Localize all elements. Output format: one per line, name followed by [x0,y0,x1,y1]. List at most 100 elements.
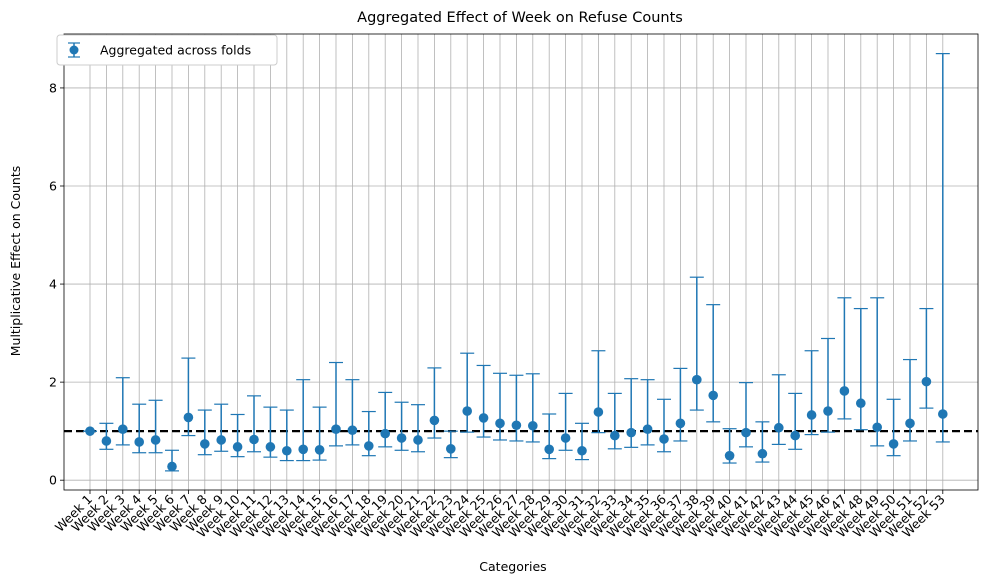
data-point [183,412,194,423]
error-bar-week-8 [197,409,212,456]
y-ticks: 0 2 4 6 8 [49,80,64,488]
data-point [528,420,538,431]
data-point [282,445,292,456]
error-bar-week-44 [788,392,803,450]
legend-box [56,34,278,66]
error-bar-week-50 [886,398,901,457]
data-point [446,444,456,454]
x-axis-label: Categories [479,559,546,574]
error-bar-week-39 [706,304,721,423]
data-point [872,422,882,433]
data-point [741,427,751,438]
error-bar-week-20 [394,401,409,451]
data-point [610,430,620,441]
error-bar-week-6 [165,449,179,472]
data-point [134,437,144,447]
error-bar-week-46 [821,337,835,433]
data-point [249,434,259,445]
data-point [314,444,325,455]
error-bar-week-1 [83,426,97,436]
data-point [888,439,899,449]
error-bar-week-12 [263,406,278,458]
data-point [593,407,604,417]
data-point [101,436,112,446]
error-bar-week-48 [853,307,868,431]
error-bar-week-18 [361,410,376,457]
data-point [577,445,587,456]
data-point [265,442,276,452]
error-bar-week-21 [411,404,425,453]
error-bar-week-29 [542,413,557,460]
error-bar-week-40 [722,428,737,464]
error-bar-week-37 [673,367,688,442]
data-point [642,424,653,435]
error-bar-week-32 [591,350,606,434]
error-bar-week-42 [755,421,770,463]
legend: Aggregated across folds [56,34,278,66]
chart-title: Aggregated Effect of Week on Refuse Coun… [357,10,683,26]
data-point [511,420,522,431]
y-tick-label: 8 [49,80,57,95]
error-bar-week-36 [657,398,671,453]
data-point [216,435,226,445]
error-bar-week-51 [903,358,917,442]
data-point [938,409,948,419]
data-point [396,433,407,443]
data-point [364,441,374,451]
error-bar-week-43 [771,374,786,445]
error-bar-week-7 [181,357,196,437]
error-bar-week-33 [607,392,622,450]
data-point [626,427,636,438]
y-tick-label: 4 [49,277,57,292]
y-tick-label: 6 [49,179,57,194]
y-axis-label: Multiplicative Effect on Counts [8,166,23,357]
error-bar-week-15 [312,406,327,461]
data-point [298,444,309,455]
legend-marker-point [69,45,79,55]
y-tick-label: 2 [49,375,57,390]
data-point [150,435,161,445]
plot-frame [63,33,979,491]
data-point [856,398,866,409]
data-point [429,415,440,426]
error-bar-week-14 [296,379,311,462]
error-bar-week-31 [575,422,589,461]
data-point [200,439,210,449]
data-point [806,410,817,420]
error-bar-week-13 [279,409,294,462]
legend-label: Aggregated across folds [100,43,251,58]
error-bar-week-10 [230,413,245,458]
error-bar-week-45 [804,350,819,436]
error-bar-week-41 [739,382,753,448]
error-bar-week-28 [525,373,540,443]
data-point [757,448,768,459]
data-point [724,450,735,461]
data-point [659,434,669,444]
data-point [232,442,243,452]
error-bar-week-16 [329,361,343,447]
error-bar-week-9 [214,403,229,452]
error-bar-week-52 [919,307,934,409]
data-point [380,428,391,439]
error-bar-week-27 [509,374,524,442]
error-bar-week-3 [115,377,130,446]
error-bar-week-4 [132,403,147,454]
error-bar-week-11 [247,395,261,453]
data-point [347,425,358,435]
data-point [708,390,718,401]
data-point [331,424,341,435]
data-point [790,430,800,441]
error-bar-week-5 [148,399,163,454]
error-bar-week-38 [689,276,704,411]
data-point [85,426,95,436]
error-bar-week-53 [935,53,950,443]
error-bar-week-23 [443,430,458,459]
error-bars [83,53,950,472]
grid [64,34,978,490]
data-point [675,418,686,429]
data-point [921,376,932,387]
error-bar-week-19 [378,391,393,448]
error-bar-week-2 [99,422,114,450]
error-bar-week-22 [427,367,442,439]
